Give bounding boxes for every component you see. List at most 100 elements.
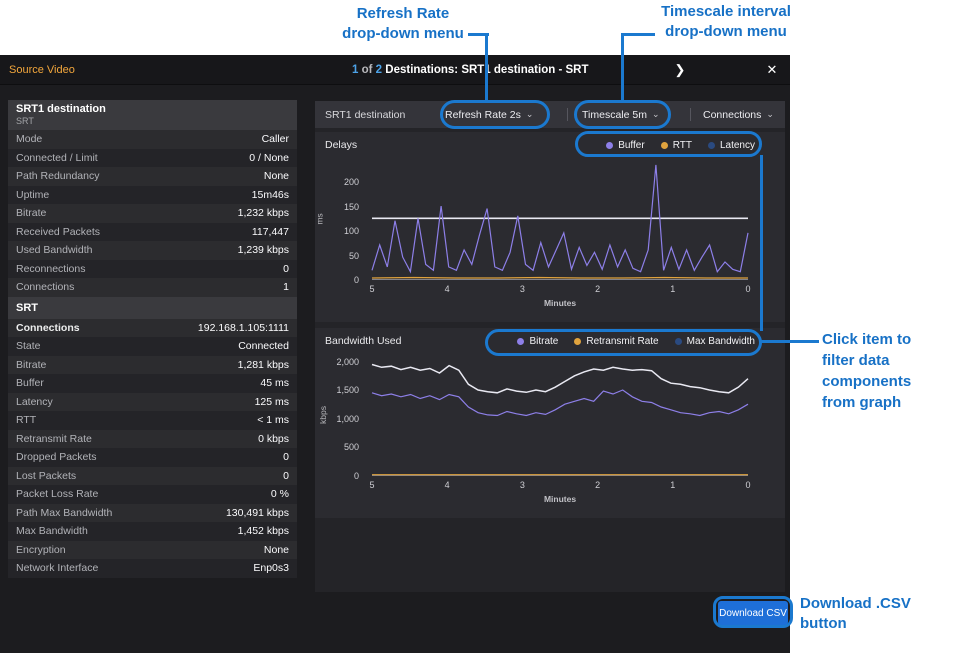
stat-label: Used Bandwidth [16,244,93,257]
sidebar-stat-row: Received Packets 117,447 [8,222,297,241]
y-axis-tick: 200 [343,177,359,188]
bandwidth-legend: Bitrate Retransmit Rate Max Bandwidth [517,336,755,347]
stat-value: 0 [283,262,289,275]
x-axis-tick: 3 [519,284,525,294]
y-axis-tick: 150 [343,201,359,212]
sidebar-stat-row: Lost Packets 0 [8,466,297,485]
annotation-refresh-rate: Refresh Rate drop-down menu [342,5,464,42]
sidebar-stat-row: State Connected [8,337,297,356]
stat-label: Packet Loss Rate [16,488,99,501]
legend-item-latency[interactable]: Latency [707,140,755,151]
y-axis-tick: 500 [343,442,359,453]
bandwidth-chart-header: Bandwidth Used Bitrate Retransmit Rate M… [315,328,785,354]
chevron-down-icon: ⌄ [766,109,774,119]
charts-toolbar: SRT1 destination Refresh Rate 2s ⌄ Times… [315,101,785,128]
annotation-timescale: Timescale interval drop-down menu [661,3,791,40]
x-axis-tick: 2 [595,284,601,294]
y-axis-tick: 0 [353,275,359,285]
legend-item-max-bandwidth[interactable]: Max Bandwidth [674,336,755,347]
stat-value: 15m46s [251,188,289,201]
annotation-filter-legend: Click item to filter data components fro… [822,331,912,411]
stat-label: Bitrate [16,358,47,371]
stat-label: Lost Packets [16,469,77,482]
stat-value: 130,491 kbps [225,506,289,519]
destination-index: 1 [352,64,359,76]
delays-legend: Buffer RTT Latency [606,140,755,151]
max-bandwidth-line [371,363,749,394]
legend-item-retransmit-rate[interactable]: Retransmit Rate [574,336,659,347]
refresh-rate-dropdown[interactable]: Refresh Rate 2s ⌄ [445,108,534,121]
latency-legend-dot-icon [707,141,715,149]
statistics-sidebar: SRT1 destination SRT Mode Caller Connected… [8,100,297,578]
stat-value: 45 ms [260,377,289,390]
chevron-down-icon: ⌄ [525,109,534,119]
srt-section-header: SRT [8,296,297,319]
delays-plot-area [371,160,749,280]
stat-value: 1,232 kbps [237,207,289,220]
title-text: Destinations: SRT1 destination - SRT [385,64,589,76]
stat-label: Retransmit Rate [16,432,92,445]
next-destination-icon[interactable]: ❯ [674,62,686,77]
stat-value: 117,447 [251,225,289,238]
sidebar-stat-row: Connections 192.168.1.105:1111 [8,318,297,337]
stat-value: < 1 ms [257,414,289,427]
y-axis-tick: 100 [343,226,359,237]
stat-value: 0 [283,469,289,482]
x-axis-label: Minutes [543,494,577,504]
delays-chart-panel: Delays Buffer RTT Latency ms [315,132,785,322]
sidebar-stat-row: Packet Loss Rate 0 % [8,485,297,504]
stat-value: None [263,543,289,556]
legend-item-rtt[interactable]: RTT [660,140,692,151]
stat-label: Mode [16,133,43,146]
stat-label: Path Redundancy [16,170,100,183]
stat-label: Buffer [16,377,44,390]
sidebar-stat-row: RTT < 1 ms [8,411,297,430]
stat-value: 0 % [270,488,289,501]
buffer-line [371,164,749,274]
sidebar-stat-row: Reconnections 0 [8,259,297,278]
legend-item-bitrate[interactable]: Bitrate [517,336,558,347]
y-axis-ticks: 2,000 1,500 1,000 500 0 [315,356,365,481]
modal-header: Source Video 1 of 2 Destinations: SRT1 d… [0,55,790,85]
download-csv-button[interactable]: Download CSV [718,601,788,625]
x-axis-tick: 5 [369,480,375,490]
stat-label: Path Max Bandwidth [16,506,113,519]
connections-dropdown[interactable]: Connections ⌄ [703,108,774,121]
general-stats-rows: Mode Caller Connected / Limit 0 / None Path … [8,130,297,297]
y-axis-ticks: 200 150 100 50 0 [315,160,365,285]
y-axis-tick: 1,500 [336,385,359,396]
y-axis-tick: 50 [348,250,359,261]
sidebar-stat-row: Latency 125 ms [8,392,297,411]
stat-value: Connected [238,340,289,353]
stat-value: 1,281 kbps [237,358,289,371]
stat-value: 125 ms [254,395,289,408]
sidebar-stat-row: Path Redundancy None [8,167,297,186]
stat-value: 0 [283,451,289,464]
x-axis-tick: 4 [444,284,450,294]
stat-value: 0 / None [249,151,289,164]
y-axis-tick: 1,000 [336,413,359,424]
close-icon[interactable]: ✕ [766,62,778,77]
sidebar-stat-row: Connected / Limit 0 / None [8,148,297,167]
stat-label: Reconnections [16,262,86,275]
bitrate-legend-dot-icon [517,337,525,345]
sidebar-stat-row: Connections 1 [8,278,297,297]
stat-label: Encryption [16,543,66,556]
legend-item-buffer[interactable]: Buffer [606,140,645,151]
stat-label: Uptime [16,188,50,201]
stat-label: Latency [16,395,53,408]
modal-title: 1 of 2 Destinations: SRT1 destination - … [352,64,588,76]
bandwidth-plot-area [371,356,749,476]
stat-value: 1,452 kbps [237,525,289,538]
sidebar-stat-row: Bitrate 1,232 kbps [8,204,297,223]
stat-value: 1 [283,281,289,294]
sidebar-header: SRT1 destination SRT [8,100,297,130]
bandwidth-chart-panel: Bandwidth Used Bitrate Retransmit Rate M… [315,328,785,518]
annotation-download-csv: Download .CSV button [800,595,911,632]
sidebar-stat-row: Network Interface Enp0s3 [8,559,297,578]
stat-value: 192.168.1.105:1111 [197,321,289,334]
stat-label: State [16,340,41,353]
stat-label: Connections [16,321,80,334]
timescale-dropdown[interactable]: Timescale 5m ⌄ [582,108,660,121]
